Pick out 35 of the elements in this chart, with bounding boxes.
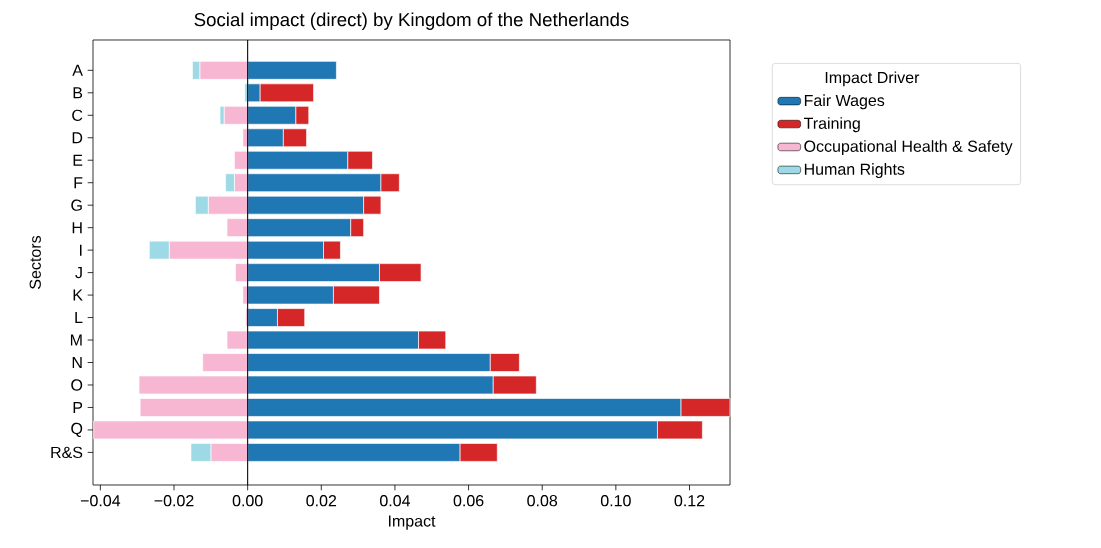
x-tick-label: 0.08 bbox=[527, 495, 558, 507]
legend-label: Fair Wages bbox=[804, 94, 885, 110]
chart-title: Social impact (direct) by Kingdom of the Netherlands bbox=[194, 12, 629, 30]
y-axis-title: Sectors bbox=[29, 235, 41, 289]
x-tick-label: 0.04 bbox=[379, 495, 411, 507]
x-axis-title: Impact bbox=[388, 515, 436, 530]
y-tick-label: O bbox=[71, 379, 83, 391]
y-tick-label: B bbox=[73, 87, 83, 99]
x-tick-label: 0.02 bbox=[306, 495, 337, 507]
y-tick-label: C bbox=[72, 109, 83, 121]
y-tick-label: L bbox=[75, 312, 83, 324]
y-tick-label: K bbox=[73, 289, 83, 301]
legend-label: Training bbox=[803, 117, 860, 133]
x-tick-label: −0.04 bbox=[80, 495, 121, 507]
y-tick-label: H bbox=[72, 222, 82, 234]
y-tick-label: E bbox=[73, 154, 83, 166]
y-tick-label: P bbox=[73, 401, 83, 413]
y-tick-label: J bbox=[75, 267, 82, 279]
legend-title: Impact Driver bbox=[825, 71, 920, 87]
y-tick-label: N bbox=[72, 357, 82, 369]
legend-label: Occupational Health & Safety bbox=[804, 140, 1013, 156]
x-tick-label: −0.02 bbox=[154, 495, 194, 507]
x-tick-label: 0.12 bbox=[674, 495, 705, 507]
x-tick-label: 0.00 bbox=[232, 495, 263, 507]
y-tick-label: G bbox=[71, 199, 82, 211]
y-tick-label: R&S bbox=[51, 446, 83, 459]
legend-label: Human Rights bbox=[804, 163, 905, 179]
y-tick-label: A bbox=[72, 64, 83, 76]
y-tick-label: Q bbox=[71, 422, 83, 438]
y-tick-label: D bbox=[72, 132, 83, 144]
y-tick-label: M bbox=[70, 334, 82, 346]
x-tick-label: 0.10 bbox=[600, 495, 631, 507]
y-tick-label: I bbox=[80, 244, 82, 256]
y-tick-label: F bbox=[74, 177, 83, 189]
x-tick-label: 0.06 bbox=[453, 495, 484, 507]
